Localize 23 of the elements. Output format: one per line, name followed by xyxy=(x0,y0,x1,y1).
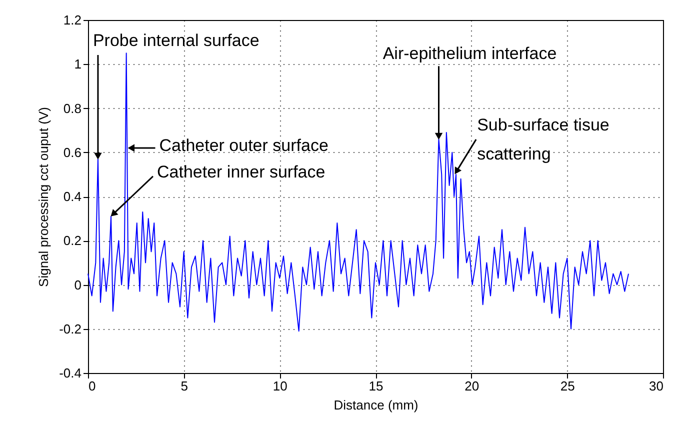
annotation: Probe internal surface xyxy=(92,30,260,50)
y-tick-label: 0.4 xyxy=(63,189,82,204)
x-tick-label: 20 xyxy=(464,378,480,394)
y-tick-label: 0.8 xyxy=(63,100,82,116)
x-tick-label: 30 xyxy=(649,378,664,394)
x-axis-title: Distance (mm) xyxy=(334,398,418,412)
y-axis-title: Signal processing cct ouput (V) xyxy=(36,107,52,287)
x-tick-label: 0 xyxy=(88,378,96,394)
x-tick-label: 10 xyxy=(272,378,288,394)
y-tick-label: 1.2 xyxy=(63,12,82,28)
annotation: Air-epithelium interface xyxy=(382,44,557,64)
y-tick-label: 0.2 xyxy=(63,233,82,248)
y-tick-label: -0.4 xyxy=(59,366,82,380)
x-tick-label: 5 xyxy=(180,378,188,394)
y-tick-label: 0.6 xyxy=(63,144,82,160)
annotation: Catheter inner surface xyxy=(157,162,326,182)
annotation: Sub-surface tisue scattering xyxy=(477,115,610,164)
x-tick-label: 15 xyxy=(368,378,384,394)
y-tick-label: -0.2 xyxy=(59,321,82,336)
y-tick-label: 1 xyxy=(74,56,82,72)
y-tick-label: 0 xyxy=(74,277,82,292)
x-tick-label: 25 xyxy=(560,378,575,394)
annotation: Catheter outer surface xyxy=(159,136,328,155)
